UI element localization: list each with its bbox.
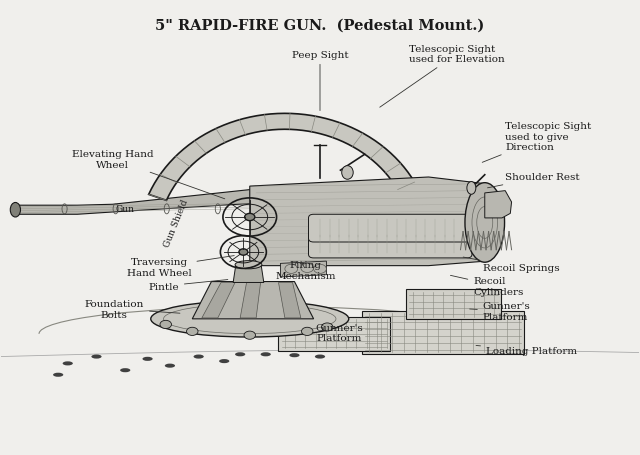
Ellipse shape	[219, 359, 229, 364]
Ellipse shape	[235, 353, 245, 357]
Circle shape	[301, 328, 313, 336]
Ellipse shape	[342, 166, 353, 180]
Ellipse shape	[120, 369, 131, 373]
Polygon shape	[192, 282, 314, 319]
Ellipse shape	[193, 355, 204, 359]
Text: Pintle: Pintle	[148, 280, 228, 291]
Polygon shape	[202, 283, 235, 318]
Bar	[278, 317, 390, 351]
Text: Gunner's
Platform: Gunner's Platform	[470, 302, 531, 321]
Ellipse shape	[10, 203, 20, 217]
Text: Foundation
Bolts: Foundation Bolts	[84, 299, 180, 319]
Ellipse shape	[315, 355, 325, 359]
Ellipse shape	[63, 362, 73, 366]
Polygon shape	[148, 114, 418, 201]
Circle shape	[321, 323, 333, 331]
Text: Firing
Mechanism: Firing Mechanism	[276, 261, 336, 280]
Polygon shape	[240, 283, 260, 318]
Circle shape	[244, 214, 255, 221]
Polygon shape	[278, 283, 301, 318]
Text: 5" RAPID-FIRE GUN.  (Pedestal Mount.): 5" RAPID-FIRE GUN. (Pedestal Mount.)	[156, 19, 484, 33]
Circle shape	[186, 328, 198, 336]
Text: Recoil Springs: Recoil Springs	[463, 258, 559, 273]
Text: Gun Shield: Gun Shield	[163, 198, 190, 248]
Ellipse shape	[260, 353, 271, 357]
Polygon shape	[250, 177, 486, 266]
Text: Telescopic Sight
used for Elevation: Telescopic Sight used for Elevation	[380, 45, 505, 108]
Text: Peep Sight: Peep Sight	[292, 51, 348, 111]
Text: Recoil
Cylinders: Recoil Cylinders	[451, 276, 524, 296]
FancyBboxPatch shape	[308, 215, 472, 243]
Text: Shoulder Rest: Shoulder Rest	[488, 173, 580, 188]
Polygon shape	[484, 191, 511, 218]
Ellipse shape	[467, 182, 476, 195]
Bar	[362, 311, 524, 354]
Text: Gunner's
Platform: Gunner's Platform	[316, 323, 363, 343]
Circle shape	[160, 321, 172, 329]
Ellipse shape	[53, 373, 63, 377]
Text: Telescopic Sight
used to give
Direction: Telescopic Sight used to give Direction	[482, 122, 591, 163]
Ellipse shape	[465, 183, 504, 263]
Ellipse shape	[289, 354, 300, 358]
Text: Loading Platform: Loading Platform	[476, 346, 577, 355]
Ellipse shape	[92, 355, 102, 359]
Ellipse shape	[151, 301, 349, 337]
Text: Elevating Hand
Wheel: Elevating Hand Wheel	[72, 150, 225, 199]
Ellipse shape	[165, 364, 175, 368]
Bar	[406, 290, 500, 319]
Ellipse shape	[143, 357, 153, 361]
Circle shape	[244, 331, 255, 339]
FancyBboxPatch shape	[308, 231, 472, 258]
Text: Traversing
Hand Wheel: Traversing Hand Wheel	[127, 256, 234, 277]
Polygon shape	[13, 190, 253, 215]
Ellipse shape	[235, 261, 262, 269]
Polygon shape	[233, 266, 264, 283]
Text: Gun: Gun	[116, 205, 135, 214]
Circle shape	[239, 249, 248, 256]
Polygon shape	[280, 262, 326, 278]
